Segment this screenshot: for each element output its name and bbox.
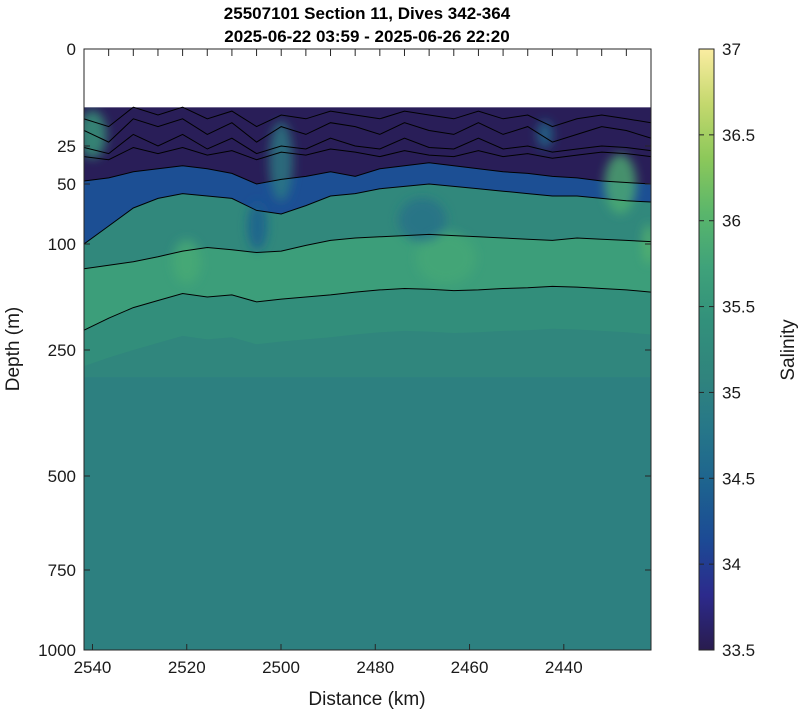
colorbar-tick-label: 33.5 (722, 641, 755, 660)
colorbar-ticks: 33.5 34 34.5 35 35.5 36 36.5 37 (699, 40, 755, 660)
contour-line (84, 183, 651, 245)
field-blob (415, 232, 476, 285)
chart-title: 25507101 Section 11, Dives 342-364 (224, 4, 511, 23)
field-blob (604, 154, 637, 214)
colorbar-tick-label: 34 (722, 555, 741, 574)
contour-line (84, 133, 651, 155)
field-blob (398, 198, 447, 242)
contour-line (84, 285, 651, 331)
field-band-transition (84, 184, 651, 269)
x-tick-label: 2460 (451, 658, 489, 677)
y-axis-label: Depth (m) (3, 307, 24, 391)
contour-line (84, 106, 651, 128)
x-tick-label: 2440 (545, 658, 583, 677)
colorbar-label: Salinity (778, 319, 799, 381)
field-band-upper-fresh (84, 162, 651, 244)
chart-subtitle: 2025-06-22 03:59 - 2025-06-26 22:20 (224, 27, 509, 46)
x-tick-label: 2540 (74, 658, 112, 677)
contour-line (84, 162, 651, 185)
x-tick-label: 2480 (356, 658, 394, 677)
colorbar-tick-label: 35.5 (722, 298, 755, 317)
salinity-field (84, 49, 651, 650)
contour-line (84, 146, 651, 161)
field-blob (536, 120, 553, 149)
contour-line (84, 118, 651, 143)
x-axis-label: Distance (km) (308, 689, 425, 710)
field-band-thermocline-lower (84, 286, 651, 367)
contour-line (84, 233, 651, 270)
y-tick-label: 750 (48, 561, 76, 580)
y-tick-label: 1000 (38, 641, 76, 660)
colorbar-gradient (698, 48, 715, 651)
y-tick-label: 250 (48, 341, 76, 360)
x-tick-label: 2500 (262, 658, 300, 677)
y-tick-label: 50 (57, 175, 76, 194)
field-deep-band (84, 375, 651, 650)
colorbar-tick-label: 36.5 (722, 126, 755, 145)
y-tick-label: 25 (57, 137, 76, 156)
y-tick-label: 100 (48, 235, 76, 254)
colorbar-tick-label: 37 (722, 40, 741, 59)
field-blob (172, 239, 201, 284)
y-axis: 0 25 50 100 250 500 750 1000 (38, 40, 651, 660)
no-data-band (84, 49, 651, 108)
contour-lines (84, 106, 651, 331)
y-tick-label: 500 (48, 467, 76, 486)
colorbar-tick-label: 35 (722, 383, 741, 402)
field-band-salinity-max (84, 234, 651, 331)
x-tick-label: 2520 (168, 658, 206, 677)
top-dive-ticks (83, 49, 652, 56)
field-band-surface (84, 107, 651, 184)
x-axis: 2540 2520 2500 2480 2460 2440 (74, 644, 583, 677)
field-blob (269, 121, 294, 202)
y-tick-label: 0 (67, 40, 76, 59)
colorbar: 33.5 34 34.5 35 35.5 36 36.5 37 Salinity (698, 40, 799, 660)
colorbar-tick-label: 36 (722, 212, 741, 231)
field-detail-blobs (84, 110, 651, 285)
field-blob (247, 202, 268, 250)
plot-area (83, 48, 652, 651)
colorbar-tick-label: 34.5 (722, 469, 755, 488)
